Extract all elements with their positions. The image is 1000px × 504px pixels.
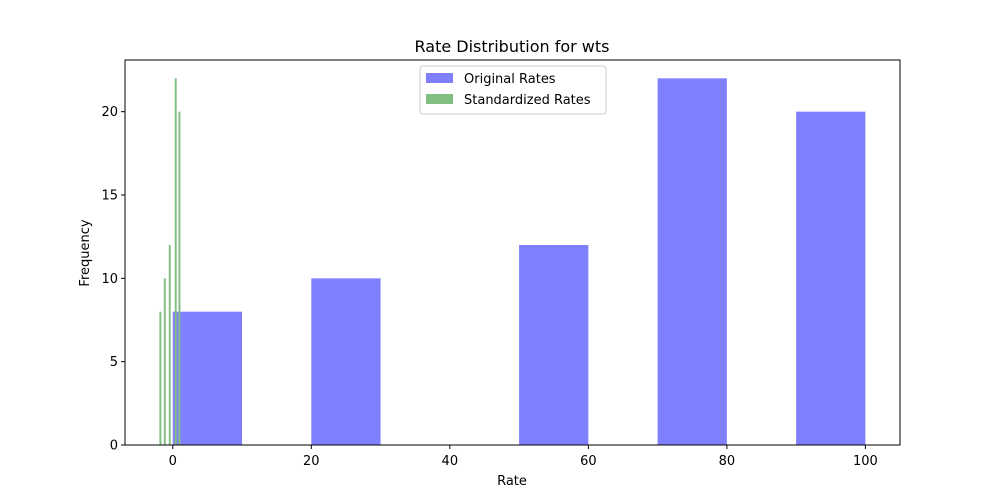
x-axis-label: Rate	[497, 474, 527, 489]
bar-standardized-3	[174, 78, 177, 445]
legend-swatch-original-rates	[426, 73, 453, 83]
x-tick-label: 80	[719, 454, 736, 469]
x-axis-ticks: 0 20 40 60 80 100	[169, 445, 878, 469]
x-tick-label: 40	[442, 454, 459, 469]
y-axis-label: Frequency	[78, 219, 93, 286]
y-tick-label: 0	[110, 439, 118, 454]
y-tick-label: 10	[101, 272, 118, 287]
plot-frame	[124, 59, 901, 446]
bars-layer	[159, 78, 866, 446]
legend-label-standardized-rates: Standardized Rates	[464, 93, 591, 108]
bar-original-3	[657, 78, 727, 445]
bar-original-4	[796, 111, 866, 446]
x-tick-label: 100	[853, 454, 878, 469]
x-tick-label: 60	[580, 454, 597, 469]
legend-box	[419, 65, 607, 115]
bar-standardized-2	[168, 245, 171, 445]
y-axis-ticks: 0 5 10 15 20	[101, 105, 125, 454]
bar-original-0	[172, 311, 243, 445]
legend-swatch-standardized-rates	[426, 94, 453, 104]
bar-standardized-0	[159, 311, 162, 445]
legend-label-original-rates: Original Rates	[464, 72, 556, 87]
y-tick-label: 15	[101, 189, 118, 204]
y-tick-label: 20	[101, 105, 118, 120]
x-tick-label: 0	[169, 454, 177, 469]
x-tick-label: 20	[303, 454, 320, 469]
y-tick-label: 5	[110, 355, 118, 370]
legend: Original Rates Standardized Rates	[419, 65, 607, 115]
chart-title: Rate Distribution for wts	[415, 37, 610, 56]
bar-original-2	[519, 245, 589, 445]
bar-original-1	[311, 278, 381, 445]
bar-standardized-1	[163, 278, 166, 445]
bar-standardized-4	[178, 111, 181, 446]
